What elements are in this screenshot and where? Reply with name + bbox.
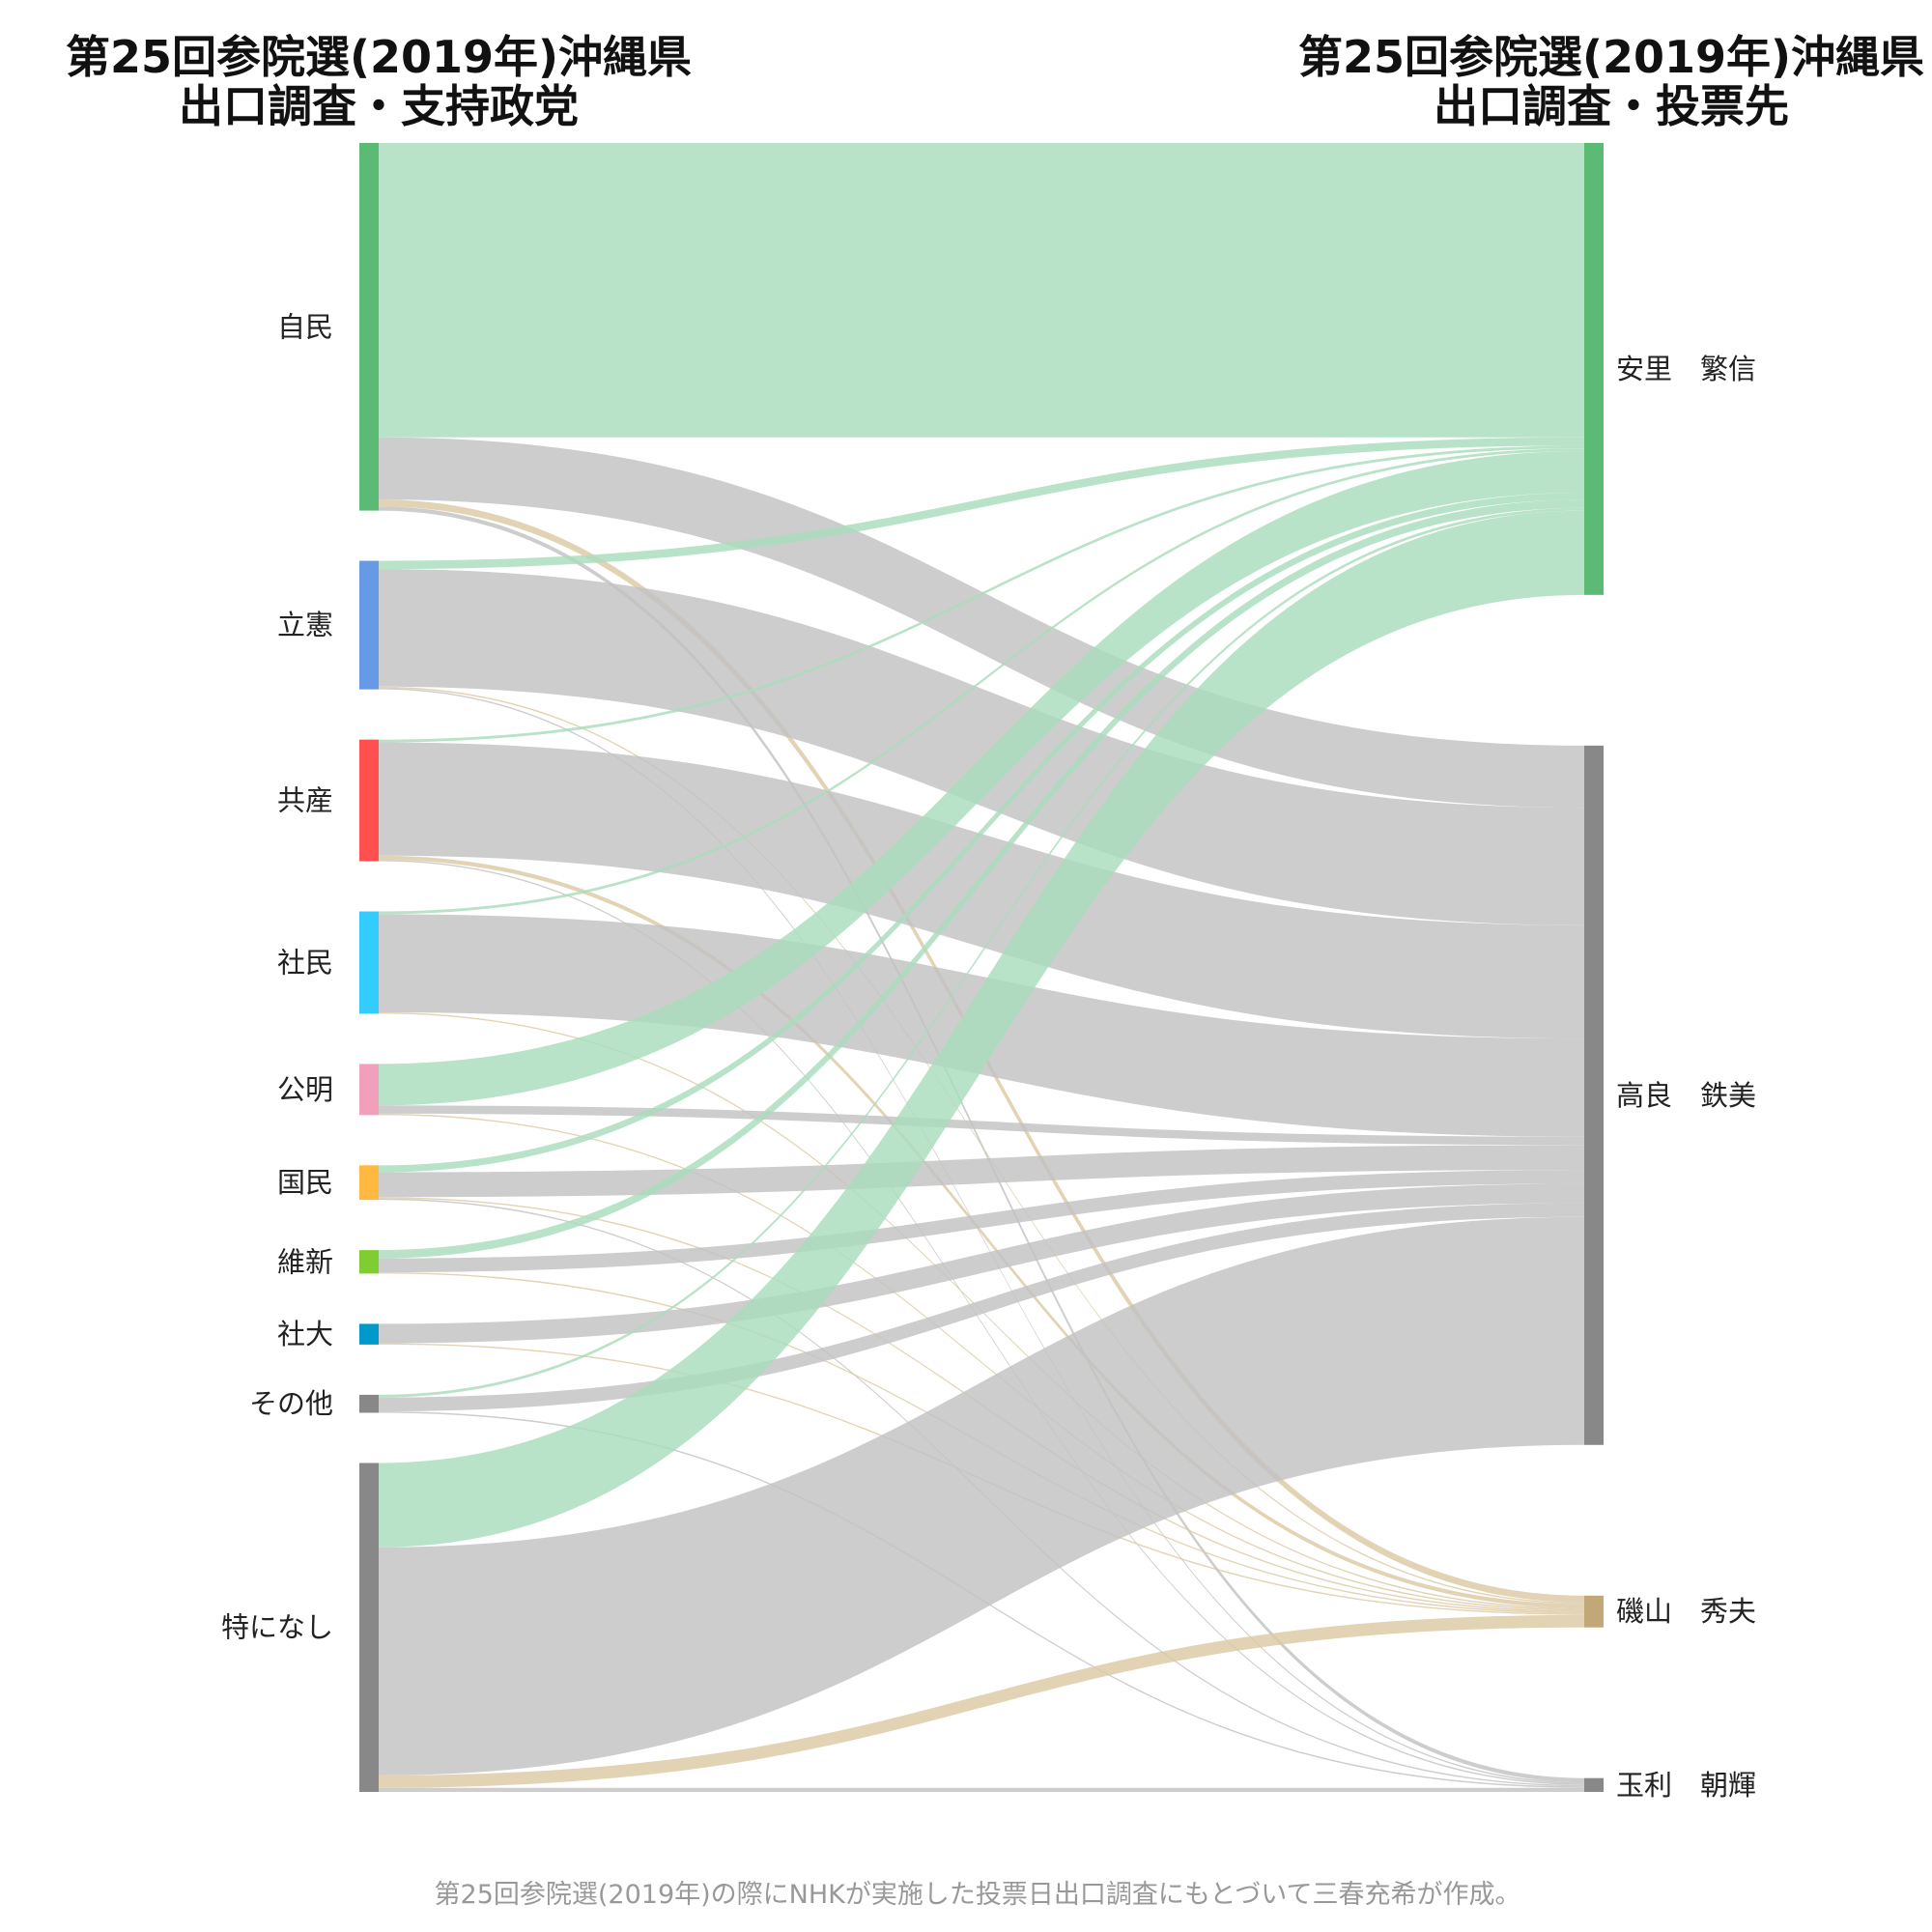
source-node-自民: [359, 143, 379, 511]
source-node-社民: [359, 911, 379, 1014]
flow-社民-to-安里繁信: [379, 448, 1584, 915]
flow-links: [379, 143, 1584, 1792]
flow-維新-to-安里繁信: [379, 499, 1584, 1259]
target-label-高良鉄美: 高良 鉄美: [1616, 1079, 1756, 1112]
source-node-共産: [359, 739, 379, 862]
flow-特になし-to-安里繁信: [379, 510, 1584, 1548]
flow-その他-to-高良鉄美: [379, 1203, 1584, 1412]
right-title-line2: 出口調査・投票先: [1434, 80, 1789, 132]
flow-立憲-to-磯山秀夫: [379, 686, 1584, 1605]
nodes: [359, 143, 1604, 1792]
target-label-磯山秀夫: 磯山 秀夫: [1616, 1595, 1756, 1628]
flow-国民-to-高良鉄美: [379, 1145, 1584, 1198]
flow-特になし-to-玉利朝輝: [379, 1787, 1584, 1792]
source-label-自民: 自民: [277, 310, 333, 343]
source-label-立憲: 立憲: [277, 609, 333, 641]
left-title-line2: 出口調査・支持政党: [179, 80, 579, 132]
source-node-その他: [359, 1394, 379, 1413]
source-label-その他: その他: [249, 1387, 333, 1420]
flow-自民-to-玉利朝輝: [379, 506, 1584, 1782]
right-title-line1: 第25回参院選(2019年)沖縄県: [1298, 31, 1924, 83]
flow-公明-to-高良鉄美: [379, 1105, 1584, 1146]
target-label-玉利朝輝: 玉利 朝輝: [1616, 1769, 1756, 1802]
source-label-維新: 維新: [277, 1245, 333, 1278]
flow-国民-to-安里繁信: [379, 492, 1584, 1173]
source-label-特になし: 特になし: [221, 1611, 333, 1644]
source-node-維新: [359, 1250, 379, 1274]
source-label-国民: 国民: [277, 1166, 333, 1199]
flow-公明-to-安里繁信: [379, 451, 1584, 1106]
target-node-磯山秀夫: [1584, 1595, 1604, 1628]
flow-立憲-to-安里繁信: [379, 437, 1584, 570]
source-label-社民: 社民: [277, 946, 333, 979]
footnote: 第25回参院選(2019年)の際にNHKが実施した投票日出口調査にもとづいて三春…: [435, 1880, 1521, 1910]
source-label-公明: 公明: [277, 1073, 333, 1106]
flow-立憲-to-玉利朝輝: [379, 688, 1584, 1784]
flow-社大-to-高良鉄美: [379, 1183, 1584, 1344]
flow-共産-to-高良鉄美: [379, 742, 1584, 1039]
flow-公明-to-磯山秀夫: [379, 1113, 1584, 1611]
flow-維新-to-高良鉄美: [379, 1170, 1584, 1272]
flow-特になし-to-高良鉄美: [379, 1216, 1584, 1776]
flow-自民-to-安里繁信: [379, 143, 1584, 438]
source-label-社大: 社大: [277, 1318, 333, 1350]
flow-自民-to-高良鉄美: [379, 437, 1584, 809]
target-label-安里繁信: 安里 繁信: [1616, 353, 1756, 385]
flow-その他-to-安里繁信: [379, 507, 1584, 1398]
flow-共産-to-安里繁信: [379, 445, 1584, 743]
source-node-公明: [359, 1064, 379, 1116]
flow-立憲-to-高良鉄美: [379, 569, 1584, 925]
source-node-国民: [359, 1165, 379, 1201]
target-node-玉利朝輝: [1584, 1777, 1604, 1792]
source-node-特になし: [359, 1463, 379, 1792]
chart-titles: 第25回参院選(2019年)沖縄県 出口調査・支持政党 第25回参院選(2019…: [66, 31, 1924, 132]
left-title-line1: 第25回参院選(2019年)沖縄県: [66, 31, 692, 83]
flow-特になし-to-磯山秀夫: [379, 1614, 1584, 1788]
flow-共産-to-玉利朝輝: [379, 860, 1584, 1785]
target-node-安里繁信: [1584, 143, 1604, 595]
target-node-高良鉄美: [1584, 745, 1604, 1445]
source-node-立憲: [359, 560, 379, 690]
flow-共産-to-磯山秀夫: [379, 855, 1584, 1608]
source-label-共産: 共産: [277, 784, 333, 817]
source-node-社大: [359, 1323, 379, 1345]
